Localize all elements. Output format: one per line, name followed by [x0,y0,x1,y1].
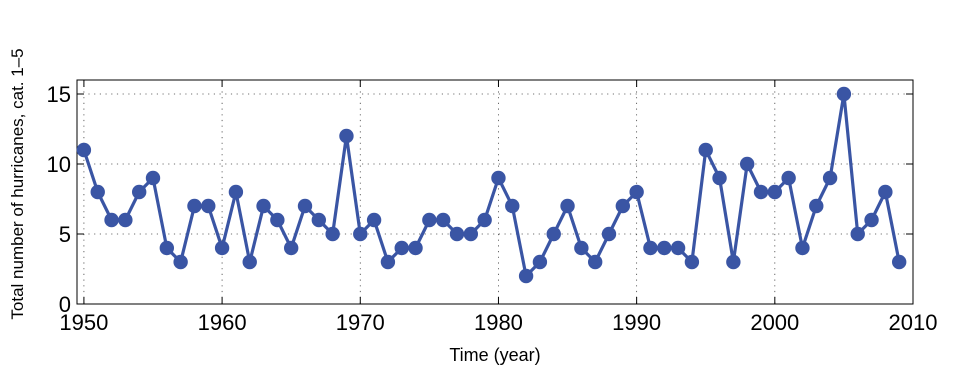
data-point [118,212,133,228]
data-point [726,254,741,270]
data-point [463,226,479,242]
data-point [477,212,492,228]
data-point [242,254,257,270]
data-point [270,212,285,228]
data-point [214,240,230,256]
data-point [532,254,548,270]
data-point [159,240,175,256]
data-point [90,184,105,200]
series-line [82,92,901,278]
y-tick-label: 0 [59,292,71,317]
data-point [629,184,644,200]
data-point [767,184,783,200]
data-point [712,170,727,186]
data-point [809,198,824,214]
data-point [297,198,313,214]
data-point [256,198,271,214]
data-point [394,240,409,256]
data-point [104,212,119,228]
data-point [449,226,465,242]
data-point [145,170,161,186]
data-point [366,212,382,228]
axis-ticks: 1950 1960 1970 1980 1990 2000 2010 0 5 10 15 [47,80,938,335]
x-tick-label: 2000 [750,310,799,335]
data-point [891,254,907,270]
y-tick-label: 10 [47,152,71,177]
data-point [698,142,713,158]
x-tick-label: 2010 [889,310,938,335]
x-tick-label: 1980 [474,310,523,335]
x-axis-label: Time (year) [449,345,540,365]
y-axis-label: Total number of hurricanes, cat. 1–5 [8,48,27,319]
data-point [643,240,658,256]
x-tick-label: 1970 [336,310,385,335]
data-point [587,254,603,270]
data-point [491,170,506,186]
data-point [795,240,810,256]
data-point [380,254,396,270]
data-point [339,128,354,144]
data-point [836,86,852,102]
data-point [781,170,796,186]
data-point [615,198,631,214]
data-point [353,226,368,242]
x-tick-label: 1960 [198,310,247,335]
data-point [131,184,147,200]
data-point [670,240,686,256]
data-point [422,212,437,228]
data-point [753,184,769,200]
data-point [505,198,520,214]
data-point [574,240,589,256]
data-point [173,254,188,270]
data-point [408,240,423,256]
data-point [850,226,865,242]
x-tick-label: 1950 [59,310,108,335]
data-point [822,170,838,186]
data-point [283,240,299,256]
data-point [325,226,340,242]
y-tick-label: 15 [47,82,71,107]
data-point [187,198,202,214]
data-point [546,226,561,242]
data-point [435,212,451,228]
data-point [601,226,617,242]
data-point [311,212,327,228]
data-point [518,268,534,284]
data-point [560,198,575,214]
data-point [228,184,244,200]
x-tick-label: 1990 [612,310,661,335]
data-point [684,254,700,270]
y-tick-label: 5 [59,222,71,247]
plot-frame [76,79,914,305]
data-point [878,184,893,200]
data-point [739,156,755,172]
data-point [657,240,672,256]
data-point [864,212,879,228]
data-point [201,198,216,214]
series-layer [76,86,907,284]
data-point [76,142,92,158]
